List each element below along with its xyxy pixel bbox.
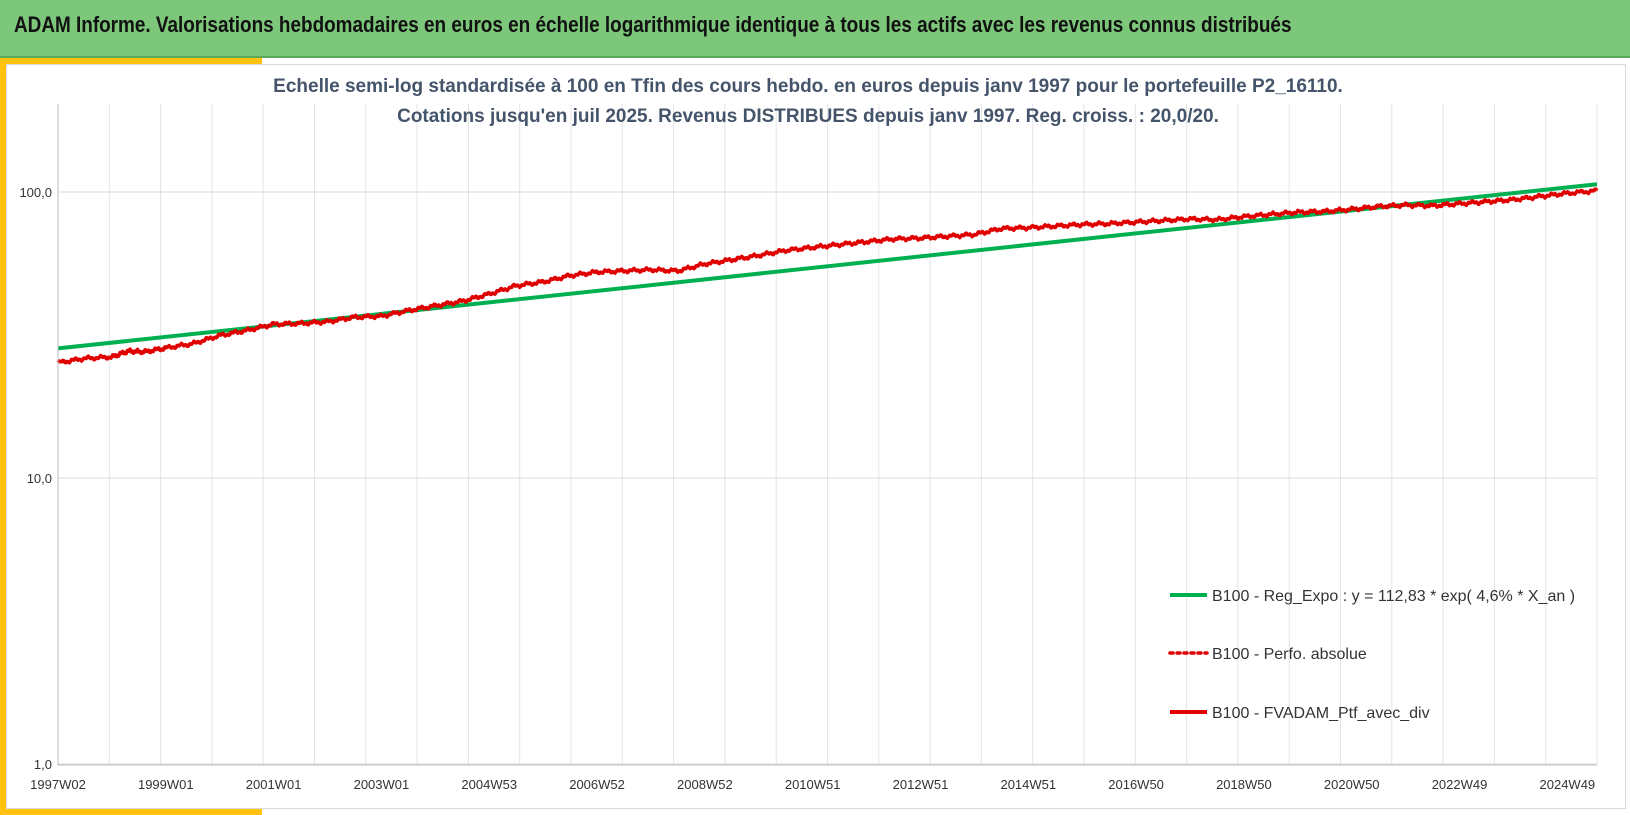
x-tick-label: 2012W51 [893, 777, 949, 792]
axis-layer: 100,0 10,0 1,0 1997W02 1999W01 2001W01 2003W01… [19, 104, 1597, 792]
x-tick-label: 2008W52 [677, 777, 733, 792]
chart-frame [6, 64, 1626, 809]
x-tick-label: 2018W50 [1216, 777, 1272, 792]
x-tick-label: 1999W01 [138, 777, 194, 792]
x-tick-label: 1997W02 [30, 777, 86, 792]
x-tick-label: 2001W01 [246, 777, 302, 792]
y-tick-label: 1,0 [34, 757, 52, 772]
x-tick-label: 2016W50 [1108, 777, 1164, 792]
page-title: ADAM Informe. Valorisations hebdomadaire… [14, 12, 1292, 37]
accent-bar-left [0, 58, 6, 815]
series-line-portfolio [56, 187, 1599, 365]
x-tick-label: 2024W49 [1540, 777, 1596, 792]
x-tick-label: 2022W49 [1432, 777, 1488, 792]
legend: B100 - Reg_Expo : y = 112,83 * exp( 4,6%… [1168, 588, 1575, 722]
accent-bar-bottom [0, 809, 262, 815]
x-tick-label: 2010W51 [785, 777, 841, 792]
accent-bar-top [0, 58, 262, 64]
x-tick-label: 2020W50 [1324, 777, 1380, 792]
series-layer [56, 182, 1599, 365]
legend-item-perfo-absolue-label: B100 - Perfo. absolue [1212, 646, 1367, 663]
legend-item-portfolio-label: B100 - FVADAM_Ptf_avec_div [1212, 705, 1430, 722]
chart-title: Echelle semi-log standardisée à 100 en T… [273, 76, 1343, 97]
x-tick-label: 2003W01 [354, 777, 410, 792]
x-tick-label: 2014W51 [1000, 777, 1056, 792]
title-banner: ADAM Informe. Valorisations hebdomadaire… [0, 0, 1630, 58]
legend-item-regression-label: B100 - Reg_Expo : y = 112,83 * exp( 4,6%… [1212, 588, 1575, 605]
chart-subtitle: Cotations jusqu'en juil 2025. Revenus DI… [397, 106, 1219, 127]
x-tick-label: 2006W52 [569, 777, 625, 792]
y-tick-label: 10,0 [27, 471, 52, 486]
y-tick-label: 100,0 [19, 185, 52, 200]
grid-layer [57, 104, 1598, 765]
x-tick-label: 2004W53 [461, 777, 517, 792]
